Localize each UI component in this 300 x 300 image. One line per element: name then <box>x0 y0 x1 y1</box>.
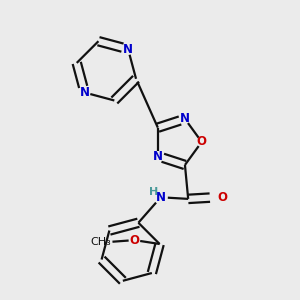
Text: O: O <box>218 191 228 204</box>
Text: O: O <box>129 234 140 247</box>
Text: H: H <box>149 187 158 197</box>
Text: N: N <box>153 150 163 163</box>
Text: CH₃: CH₃ <box>90 237 111 247</box>
Text: N: N <box>80 86 90 99</box>
Text: N: N <box>156 191 166 204</box>
Text: O: O <box>197 135 207 148</box>
Text: N: N <box>180 112 190 125</box>
Text: N: N <box>123 43 133 56</box>
